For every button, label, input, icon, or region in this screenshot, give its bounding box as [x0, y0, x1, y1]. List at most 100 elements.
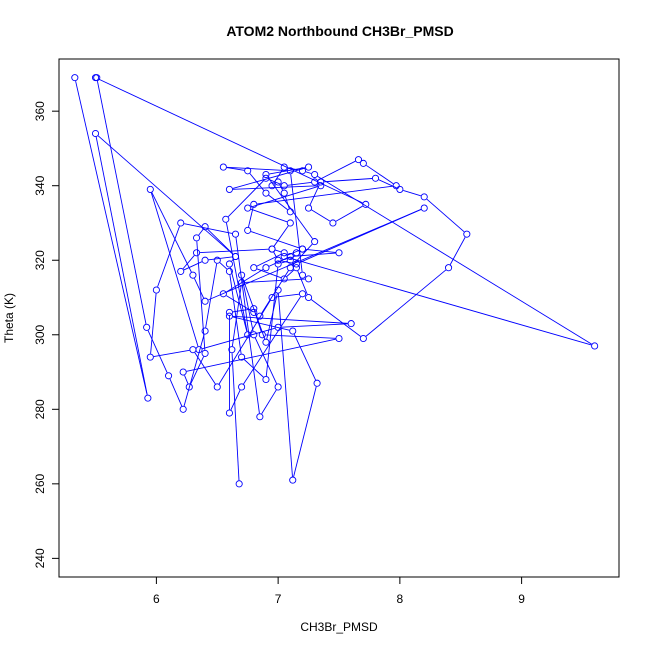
series-segment — [97, 135, 234, 255]
data-point — [238, 271, 246, 279]
data-point — [305, 163, 313, 171]
series-segment — [182, 255, 195, 270]
data-point — [286, 167, 294, 175]
x-tick-label: 8 — [397, 592, 404, 606]
series-segment — [248, 207, 254, 228]
series-segment — [184, 375, 189, 384]
data-point — [258, 331, 266, 339]
series-segment — [317, 175, 592, 345]
data-point — [286, 219, 294, 227]
data-point — [392, 182, 400, 190]
data-point — [289, 476, 297, 484]
data-point — [359, 159, 367, 167]
series-segment — [183, 334, 205, 407]
series-segment — [277, 293, 293, 477]
data-point — [250, 264, 258, 272]
data-point — [274, 178, 282, 186]
data-point — [238, 383, 246, 391]
series-segment — [273, 225, 289, 247]
series-segment — [230, 389, 241, 411]
data-point — [298, 245, 307, 253]
series-segment — [249, 173, 265, 191]
series-segment — [169, 378, 183, 407]
series-segment — [305, 171, 312, 174]
y-tick-label: 340 — [33, 175, 47, 195]
data-point — [420, 204, 428, 212]
data-point — [179, 405, 187, 413]
series-segment — [317, 160, 356, 181]
series-segment — [250, 231, 300, 249]
data-point — [280, 163, 288, 171]
x-tick-label: 9 — [518, 592, 525, 606]
data-point — [280, 275, 288, 283]
series-segment — [229, 274, 242, 354]
data-point — [371, 174, 380, 182]
series-segment — [449, 237, 466, 265]
series-segment — [229, 267, 248, 332]
series-segment — [208, 256, 233, 261]
data-point — [262, 170, 270, 179]
series-segment — [193, 278, 205, 299]
series-segment — [150, 192, 199, 347]
data-point — [305, 275, 313, 283]
series-segment — [147, 330, 168, 373]
data-point — [298, 167, 307, 175]
data-point — [262, 189, 270, 197]
data-point — [143, 323, 151, 331]
series-segment — [218, 300, 271, 385]
data-point — [262, 338, 270, 346]
data-point — [286, 264, 294, 272]
series-segment — [293, 386, 317, 477]
data-point — [250, 331, 258, 339]
data-point — [185, 383, 193, 391]
series-segment — [268, 194, 288, 211]
series-segment — [98, 78, 363, 204]
series-segment — [198, 229, 204, 236]
y-tick-label: 300 — [33, 324, 47, 344]
series-segment — [190, 356, 205, 384]
data-point — [165, 372, 173, 380]
data-point — [268, 293, 276, 302]
series-segment — [254, 311, 262, 332]
data-point — [256, 413, 264, 421]
data-point — [262, 375, 270, 384]
y-tick-label: 240 — [33, 548, 47, 568]
data-point — [292, 249, 300, 257]
x-axis-label: CH3Br_PMSD — [300, 620, 378, 634]
data-point — [280, 252, 288, 261]
series-segment — [232, 315, 348, 324]
series-segment — [226, 166, 287, 172]
series-segment — [256, 253, 282, 267]
data-point — [144, 394, 152, 402]
data-point — [193, 249, 201, 257]
x-axis: 6 7 8 9 — [153, 576, 525, 606]
series-segment — [200, 248, 269, 254]
series-segment — [290, 174, 303, 272]
series-segment — [286, 269, 295, 277]
series-segment — [284, 196, 290, 209]
chart-title: ATOM2 Northbound CH3Br_PMSD — [226, 23, 453, 39]
series-segment — [225, 222, 248, 332]
data-point — [396, 185, 404, 193]
data-point — [201, 256, 209, 264]
series-segment — [275, 293, 300, 298]
data-point — [201, 297, 209, 305]
series-segment — [261, 389, 277, 415]
data-point — [225, 267, 233, 275]
data-point — [225, 260, 233, 268]
data-point — [420, 193, 428, 201]
plot-box — [58, 58, 620, 578]
series-segment — [279, 184, 283, 191]
series-segment — [257, 185, 393, 205]
data-point — [238, 353, 246, 361]
data-point — [179, 368, 187, 376]
data-point — [146, 185, 154, 193]
data-point — [201, 223, 209, 231]
series-segment — [232, 185, 318, 190]
series-segment — [266, 293, 278, 339]
data-point — [286, 256, 294, 264]
series-segment — [231, 353, 240, 481]
data-point — [313, 379, 321, 387]
series-segment — [311, 299, 361, 337]
x-tick-label: 7 — [275, 592, 282, 606]
